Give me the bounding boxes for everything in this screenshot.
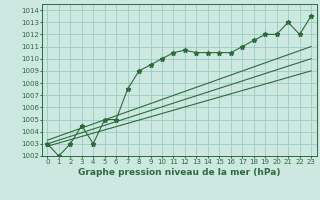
X-axis label: Graphe pression niveau de la mer (hPa): Graphe pression niveau de la mer (hPa) <box>78 168 280 177</box>
